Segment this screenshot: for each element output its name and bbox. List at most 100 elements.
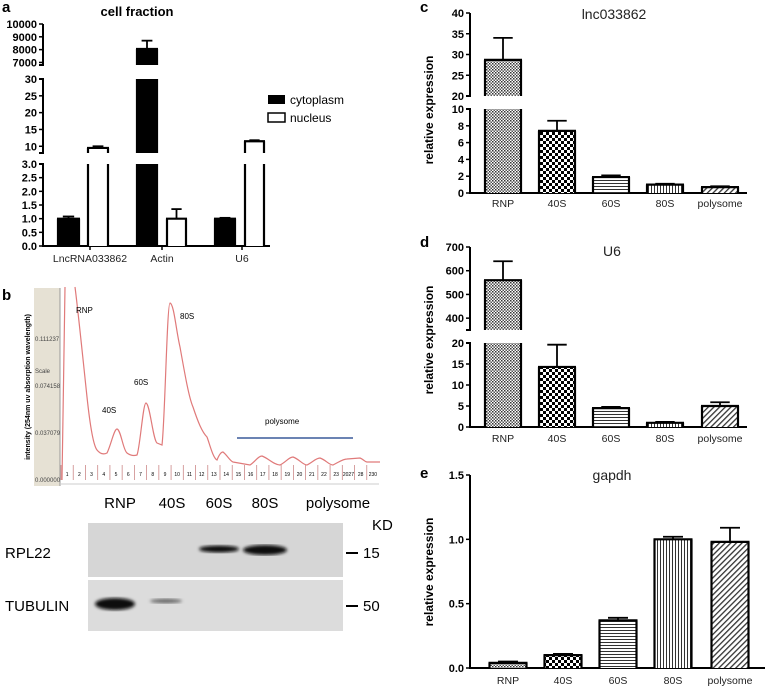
fraction-number: 230	[369, 472, 378, 478]
bar-polysome	[710, 540, 750, 668]
x-tick-label: 80S	[664, 675, 683, 687]
x-tick-label: 60S	[609, 675, 628, 687]
fraction-number: 18	[272, 472, 278, 478]
bar-nucleus	[243, 164, 266, 246]
x-tick-label: 40S	[548, 198, 567, 210]
bar-nucleus-fill	[167, 218, 186, 246]
bar-rnp-fill	[489, 662, 527, 668]
y-tick-label: 8	[458, 121, 464, 133]
fraction-number: 17	[260, 472, 266, 478]
y-tick-label: 7000	[13, 57, 37, 69]
bar-rnp-fill	[485, 59, 521, 96]
peak-label-60s: 60S	[134, 378, 148, 387]
y-tick-label: 0.5	[449, 599, 464, 611]
y-tick-label: 1.5	[22, 200, 37, 212]
bar-rnp	[483, 279, 523, 330]
y-tick-label: 25	[452, 70, 464, 82]
y-tick-label: 6	[458, 138, 464, 150]
bar-80s-fill	[654, 539, 692, 668]
chart-title-d: U6	[603, 243, 621, 259]
y-axis-label-d: relative expression	[422, 286, 436, 395]
y-tick-label: 35	[452, 29, 464, 41]
bar-polysome-fill	[711, 541, 749, 668]
fraction-number: 7	[139, 472, 142, 478]
bar-cytoplasm	[135, 79, 159, 153]
y-tick-label: 4	[458, 154, 465, 166]
x-tick-label: Actin	[150, 253, 174, 265]
bar-cytoplasm-fill	[58, 218, 79, 246]
bar-80s-fill	[647, 422, 683, 427]
panel-letter-e: e	[420, 465, 428, 482]
panel-letter-b: b	[2, 287, 11, 304]
bar-polysome	[700, 186, 740, 193]
fraction-number: 8	[151, 472, 154, 478]
y-tick-label: 10000	[6, 19, 37, 31]
chart-title: cell fraction	[101, 4, 174, 19]
panel-letter-c: c	[420, 0, 428, 16]
bar-rnp-fill	[485, 343, 521, 427]
y-tick-label: 0.111237	[35, 337, 60, 343]
fraction-number: 15	[236, 472, 242, 478]
bar-rnp-fill	[485, 280, 521, 330]
bar-cytoplasm	[135, 47, 159, 65]
y-tick-label: 0.0	[449, 663, 464, 675]
polysome-range-label: polysome	[265, 417, 300, 426]
fraction-number: 2	[78, 472, 81, 478]
y-tick-label: 2	[458, 171, 464, 183]
y-tick-label: 9000	[13, 32, 37, 44]
y-tick-label: 0.074158	[35, 384, 61, 390]
legend-label-cytoplasm: cytoplasm	[290, 93, 344, 107]
bar-nucleus-fill	[245, 164, 264, 246]
y-tick-label: 30	[452, 50, 464, 62]
fraction-number: 22	[321, 472, 327, 478]
fraction-number: 3	[90, 472, 93, 478]
chart-title-c: lnc033862	[582, 6, 647, 22]
bar-cytoplasm	[135, 164, 159, 246]
x-tick-label: U6	[235, 253, 249, 265]
peak-label-80s: 80S	[180, 312, 194, 321]
y-tick-label: 20	[452, 91, 464, 103]
fraction-number: 4	[102, 472, 105, 478]
y-tick-label: 0	[458, 422, 464, 434]
bar-cytoplasm-fill	[137, 48, 157, 65]
bar-cytoplasm-fill	[215, 218, 235, 246]
legend-swatch-nucleus	[267, 112, 286, 123]
bar-nucleus-fill	[245, 141, 264, 153]
bar-80s	[645, 421, 685, 427]
band-tubulin-rnp	[95, 598, 135, 610]
y-tick-label: 25	[25, 91, 37, 103]
fraction-number: 12	[199, 472, 205, 478]
row-label-rpl22: RPL22	[5, 545, 51, 562]
bar-40s-fill	[539, 130, 575, 193]
x-tick-label: 80S	[656, 198, 675, 210]
x-tick-label: RNP	[492, 433, 514, 445]
y-tick-label: 10	[452, 104, 464, 116]
bar-60s	[591, 407, 631, 427]
bar-rnp	[483, 109, 523, 193]
fraction-number: 10	[174, 472, 180, 478]
fraction-number: 16	[248, 472, 254, 478]
bar-cytoplasm	[56, 217, 81, 246]
bar-60s-fill	[599, 620, 637, 668]
y-tick-label: 600	[446, 266, 464, 278]
fraction-number: 20	[297, 472, 303, 478]
x-tick-label: RNP	[497, 675, 519, 687]
bar-80s-fill	[647, 184, 683, 193]
fraction-number: 28	[358, 472, 364, 478]
y-tick-label: 0.037079	[35, 431, 61, 437]
y-tick-label: 40	[452, 8, 464, 20]
y-tick-label: 0.0	[22, 241, 37, 253]
x-tick-label: polysome	[698, 433, 743, 445]
bar-polysome	[700, 404, 740, 427]
bar-rnp	[483, 343, 523, 427]
fraction-number: 13	[211, 472, 217, 478]
scale-panel	[34, 288, 60, 486]
y-tick-label: 1.0	[449, 534, 464, 546]
bar-cytoplasm-fill	[137, 164, 157, 246]
bar-40s-fill	[539, 366, 575, 427]
y-tick-label: 0.5	[22, 227, 37, 239]
bar-60s	[591, 175, 631, 193]
y-tick-label: 1.5	[449, 470, 464, 482]
fraction-number: 5	[115, 472, 118, 478]
